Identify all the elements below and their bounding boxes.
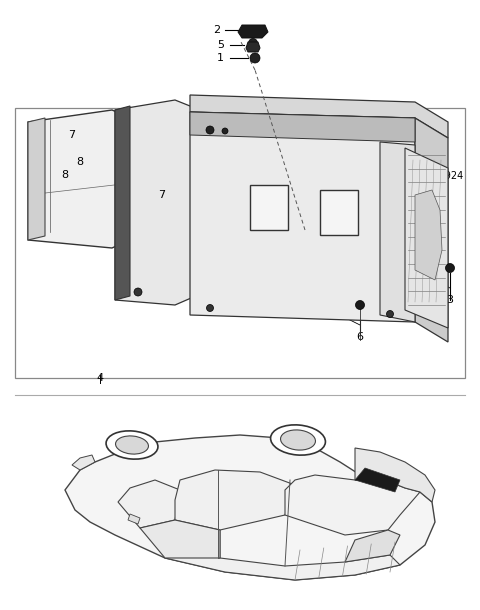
Ellipse shape — [106, 431, 158, 459]
Bar — [15, 108, 465, 378]
Circle shape — [386, 310, 394, 317]
Polygon shape — [118, 480, 180, 528]
Text: 7: 7 — [69, 130, 75, 140]
Polygon shape — [355, 448, 435, 502]
Polygon shape — [285, 475, 420, 535]
Polygon shape — [345, 530, 400, 562]
Text: 6: 6 — [357, 332, 363, 342]
Text: 2: 2 — [213, 25, 220, 35]
Ellipse shape — [271, 425, 325, 455]
Circle shape — [134, 288, 142, 296]
Polygon shape — [405, 148, 448, 328]
Polygon shape — [380, 142, 415, 322]
Polygon shape — [355, 468, 400, 492]
Polygon shape — [28, 118, 45, 240]
Polygon shape — [140, 520, 220, 558]
Circle shape — [222, 128, 228, 134]
Circle shape — [249, 38, 257, 48]
Polygon shape — [175, 470, 295, 530]
Polygon shape — [238, 25, 268, 38]
Ellipse shape — [116, 436, 148, 454]
Text: 7: 7 — [158, 190, 166, 200]
Text: 8: 8 — [76, 157, 84, 167]
Circle shape — [206, 304, 214, 312]
Polygon shape — [72, 455, 95, 470]
Polygon shape — [165, 545, 400, 580]
Polygon shape — [415, 190, 442, 280]
Bar — [320, 190, 358, 235]
Text: 4: 4 — [96, 373, 104, 383]
Polygon shape — [65, 435, 435, 580]
Polygon shape — [128, 514, 140, 524]
Text: 8: 8 — [61, 170, 69, 180]
Polygon shape — [115, 100, 205, 305]
Polygon shape — [190, 95, 448, 138]
Polygon shape — [115, 106, 130, 300]
Polygon shape — [246, 42, 260, 52]
Bar — [250, 185, 288, 230]
Circle shape — [445, 264, 455, 273]
Ellipse shape — [280, 430, 315, 450]
Polygon shape — [190, 112, 415, 142]
Polygon shape — [415, 118, 448, 342]
Text: ⤷ 91-924: ⤷ 91-924 — [420, 170, 463, 180]
Circle shape — [206, 126, 214, 134]
Polygon shape — [28, 110, 140, 248]
Circle shape — [250, 53, 260, 63]
Polygon shape — [165, 520, 220, 558]
Polygon shape — [190, 112, 415, 322]
Text: 3: 3 — [446, 295, 454, 305]
Text: 1: 1 — [217, 53, 224, 63]
Text: 5: 5 — [217, 40, 224, 50]
Circle shape — [356, 301, 364, 309]
